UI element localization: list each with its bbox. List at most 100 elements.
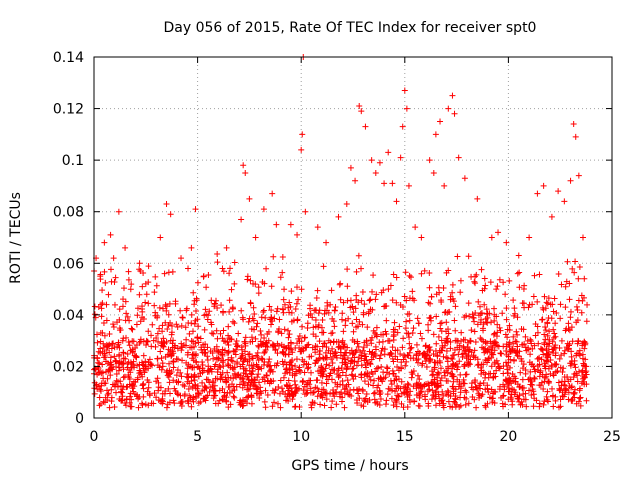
data-point <box>561 347 568 354</box>
data-point <box>457 277 464 284</box>
data-point <box>204 356 211 363</box>
data-point <box>167 370 174 377</box>
data-point <box>488 234 495 241</box>
data-point <box>484 310 491 317</box>
data-point <box>506 339 513 346</box>
data-point <box>302 208 309 215</box>
data-point <box>289 366 296 373</box>
data-point <box>581 374 588 381</box>
data-point <box>552 320 559 327</box>
data-point <box>519 365 526 372</box>
data-point <box>460 343 467 350</box>
data-point <box>503 239 510 246</box>
data-point <box>296 404 303 411</box>
data-point <box>430 371 437 378</box>
data-point <box>452 361 459 368</box>
data-point <box>226 308 233 315</box>
data-point <box>367 361 374 368</box>
data-point <box>163 307 170 314</box>
data-point <box>292 306 299 313</box>
data-point <box>289 349 296 356</box>
data-point <box>343 372 350 379</box>
data-point <box>443 354 450 361</box>
data-point <box>323 344 330 351</box>
data-point <box>519 384 526 391</box>
data-point <box>151 390 158 397</box>
data-point <box>318 324 325 331</box>
data-point <box>388 395 395 402</box>
data-point <box>206 308 213 315</box>
data-point <box>430 170 437 177</box>
data-point <box>576 387 583 394</box>
data-point <box>350 309 357 316</box>
data-point <box>534 323 541 330</box>
data-point <box>351 338 358 345</box>
data-point <box>572 133 579 140</box>
data-point <box>165 311 172 318</box>
data-point <box>254 374 261 381</box>
data-point <box>244 358 251 365</box>
data-point <box>555 270 562 277</box>
data-point <box>514 393 521 400</box>
data-point <box>334 383 341 390</box>
data-point <box>308 369 315 376</box>
data-point <box>389 367 396 374</box>
data-point <box>216 387 223 394</box>
data-point <box>514 381 521 388</box>
data-point <box>440 353 447 360</box>
data-point <box>175 356 182 363</box>
data-point <box>447 345 454 352</box>
data-point <box>188 403 195 410</box>
data-point <box>227 265 234 272</box>
data-point <box>226 389 233 396</box>
data-point <box>339 310 346 317</box>
data-point <box>195 339 202 346</box>
data-point <box>503 347 510 354</box>
data-point <box>310 331 317 338</box>
data-point <box>363 391 370 398</box>
data-point <box>581 345 588 352</box>
data-point <box>454 253 461 260</box>
data-point <box>385 337 392 344</box>
data-point <box>244 273 251 280</box>
data-point <box>569 338 576 345</box>
data-point <box>219 308 226 315</box>
data-point <box>401 87 408 94</box>
data-point <box>542 324 549 331</box>
data-point <box>383 364 390 371</box>
data-point <box>414 372 421 379</box>
data-point <box>403 297 410 304</box>
data-point <box>258 355 265 362</box>
data-point <box>360 311 367 318</box>
data-point <box>434 353 441 360</box>
data-point <box>385 286 392 293</box>
data-point <box>518 326 525 333</box>
data-point <box>367 376 374 383</box>
data-point <box>125 276 132 283</box>
data-point <box>494 321 501 328</box>
data-point <box>527 336 534 343</box>
data-point <box>352 177 359 184</box>
data-point <box>288 385 295 392</box>
data-point <box>306 353 313 360</box>
data-point <box>191 373 198 380</box>
data-point <box>290 317 297 324</box>
data-point <box>366 397 373 404</box>
data-point <box>352 305 359 312</box>
data-point <box>542 363 549 370</box>
data-point <box>126 376 133 383</box>
data-point <box>144 338 151 345</box>
data-point <box>378 347 385 354</box>
data-point <box>510 297 517 304</box>
data-point <box>425 299 432 306</box>
data-point <box>405 381 412 388</box>
data-point <box>439 347 446 354</box>
data-point <box>349 365 356 372</box>
data-point <box>474 195 481 202</box>
data-point <box>435 391 442 398</box>
data-point <box>233 383 240 390</box>
data-point <box>139 283 146 290</box>
data-point <box>116 364 123 371</box>
data-point <box>268 307 275 314</box>
data-point <box>445 398 452 405</box>
